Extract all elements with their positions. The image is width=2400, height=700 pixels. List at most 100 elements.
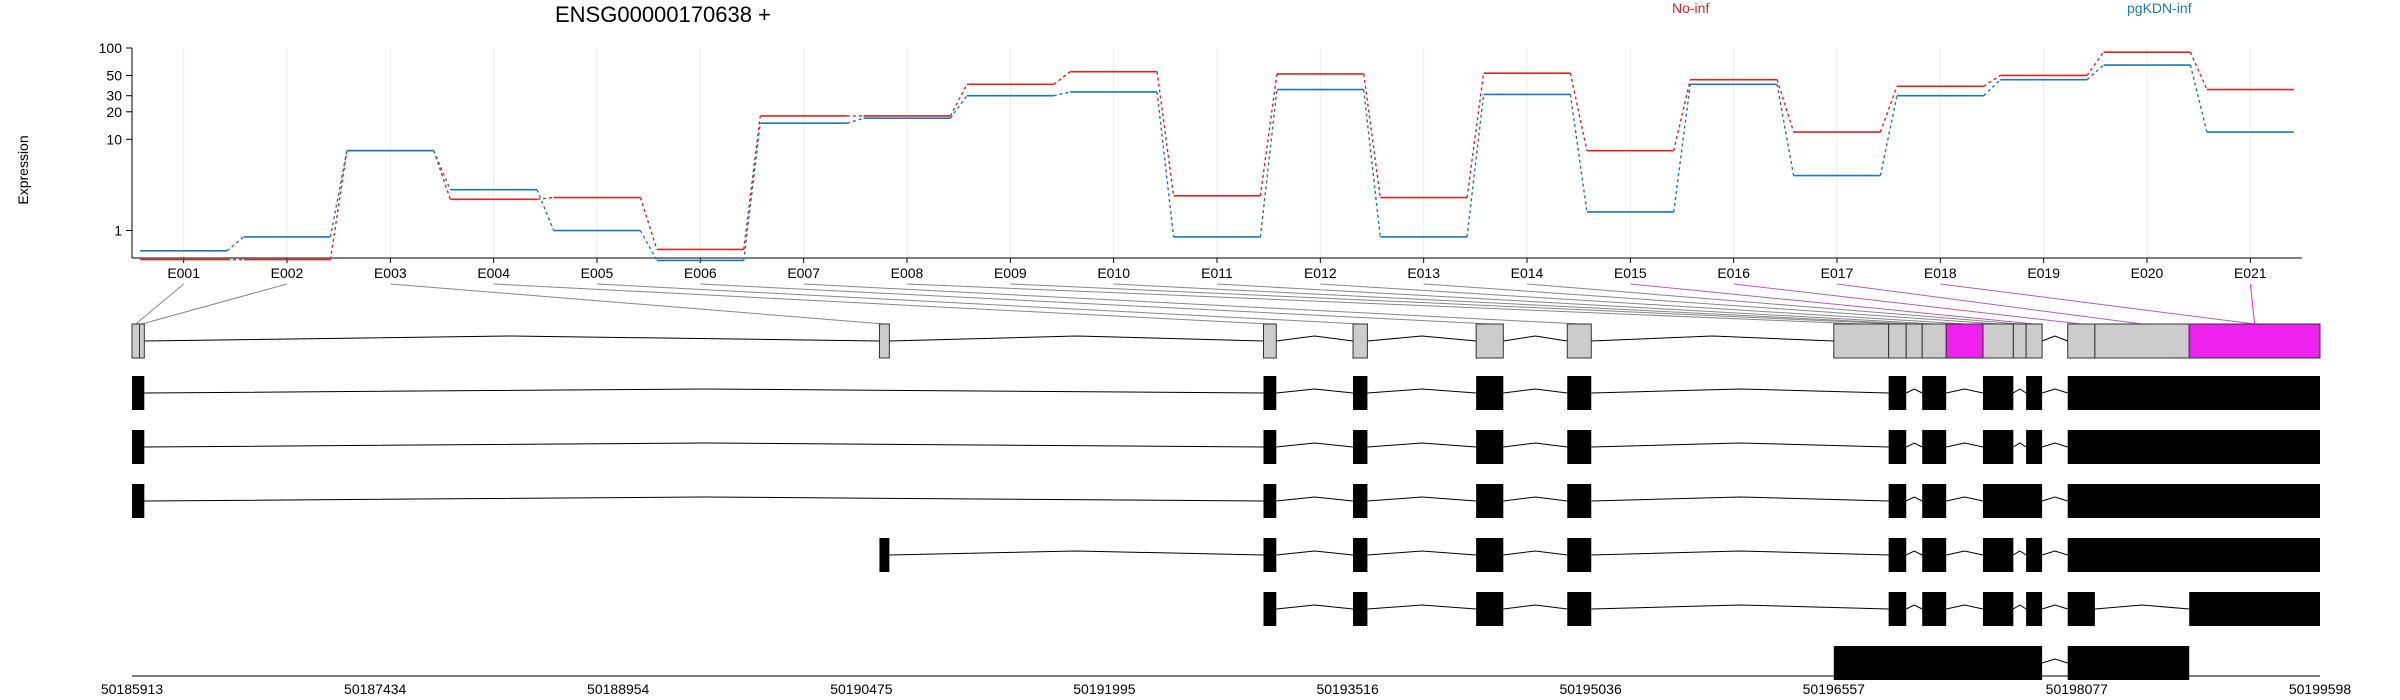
- transcript-intron: [1591, 496, 1889, 502]
- y-tick-label: 1: [114, 223, 122, 239]
- series-connector-1: [1983, 79, 2001, 97]
- transcript-exon: [2026, 538, 2043, 572]
- exon-segment: [139, 323, 145, 359]
- exon-segment: [2025, 323, 2043, 359]
- series-connector-1: [1053, 91, 1071, 97]
- series-connector-1: [329, 150, 348, 238]
- transcript-exon: [1567, 376, 1592, 410]
- x-tick-label: E015: [1614, 265, 1647, 281]
- exon-connector: [1526, 283, 2020, 325]
- transcript-intron: [1591, 388, 1889, 394]
- x-tick-label: E012: [1304, 265, 1337, 281]
- transcript-intron: [1367, 442, 1477, 448]
- transcript-exon: [2189, 592, 2320, 626]
- transcript-exon: [2067, 646, 2190, 680]
- genomic-tick-label: 50188954: [587, 681, 650, 697]
- transcript-exon: [1476, 592, 1504, 626]
- transcript-intron: [1905, 604, 1923, 610]
- series-connector-0: [2086, 51, 2105, 76]
- y-tick-label: 100: [99, 40, 123, 56]
- transcript-intron: [144, 442, 1264, 448]
- exon-connector: [596, 283, 1361, 325]
- transcript-exon: [1922, 376, 1947, 410]
- x-tick-label: E019: [2027, 265, 2060, 281]
- series-connector-0: [1363, 73, 1381, 198]
- transcript-intron: [2041, 658, 2068, 664]
- transcript-intron: [2013, 388, 2027, 394]
- exon-segment: [2067, 323, 2096, 359]
- x-tick-label: E017: [1821, 265, 1854, 281]
- transcript-exon: [2067, 484, 2320, 518]
- transcript-exon: [1567, 538, 1592, 572]
- x-tick-label: E006: [684, 265, 717, 281]
- series-connector-0: [949, 83, 968, 117]
- transcript-exon: [1353, 376, 1368, 410]
- series-connector-0: [743, 115, 761, 250]
- transcript-intron: [1946, 550, 1984, 556]
- series-connector-1: [536, 189, 555, 231]
- series-connector-1: [639, 230, 658, 261]
- transcript-intron: [1367, 388, 1477, 394]
- transcript-intron: [1503, 496, 1568, 502]
- transcript-intron: [144, 496, 1264, 502]
- exon-segment: [878, 323, 890, 359]
- transcript-exon: [1263, 538, 1277, 572]
- exon-connector: [493, 283, 1270, 325]
- transcript-exon: [1888, 430, 1907, 464]
- transcript-intron: [1905, 442, 1923, 448]
- series-connector-1: [1569, 94, 1588, 212]
- series-connector-0: [1569, 73, 1588, 151]
- exon-segment: [2012, 323, 2027, 359]
- transcript-exon: [1982, 430, 2014, 464]
- transcript-exon: [1982, 376, 2014, 410]
- transcript-intron: [1905, 550, 1923, 556]
- transcript-exon: [1888, 538, 1907, 572]
- x-tick-label: E009: [994, 265, 1027, 281]
- series-connector-1: [1776, 84, 1795, 176]
- exon-connector: [1630, 283, 2035, 325]
- x-tick-label: E004: [477, 265, 510, 281]
- x-tick-label: E014: [1511, 265, 1544, 281]
- exon-segment: [1888, 323, 1907, 359]
- transcript-intron: [1276, 496, 1354, 502]
- genomic-tick-label: 50195036: [1559, 681, 1622, 697]
- series-connector-1: [949, 95, 968, 119]
- transcript-intron: [1503, 388, 1568, 394]
- transcript-exon: [1888, 376, 1907, 410]
- transcript-intron: [2041, 550, 2068, 556]
- series-connector-1: [2189, 64, 2208, 133]
- transcript-intron: [1946, 604, 1984, 610]
- transcript-exon: [1476, 484, 1504, 518]
- transcript-intron: [1503, 442, 1568, 448]
- transcript-exon: [1476, 376, 1504, 410]
- intron-line: [1276, 335, 1354, 342]
- transcript-exon: [1982, 592, 2014, 626]
- legend-pgkdn-inf: pgKDN-inf: [2127, 0, 2192, 16]
- series-connector-0: [1776, 79, 1795, 133]
- transcript-exon: [1353, 430, 1368, 464]
- exon-connector: [1940, 283, 2255, 325]
- transcript-exon: [2067, 592, 2095, 626]
- exon-segment: [1945, 323, 1984, 359]
- x-tick-label: E018: [1924, 265, 1957, 281]
- exon-connector: [1216, 283, 1935, 325]
- exon-segment: [1833, 323, 1890, 359]
- transcript-exon: [1476, 538, 1504, 572]
- transcript-intron: [2013, 604, 2027, 610]
- intron-line: [144, 335, 880, 342]
- transcript-intron: [2041, 388, 2068, 394]
- exon-segment: [1262, 323, 1277, 359]
- transcript-intron: [1503, 550, 1568, 556]
- series-connector-1: [433, 150, 451, 190]
- transcript-intron: [1276, 550, 1354, 556]
- x-tick-label: E001: [167, 265, 200, 281]
- transcript-exon: [1567, 484, 1592, 518]
- exon-segment: [1982, 323, 2014, 359]
- series-connector-0: [1156, 71, 1175, 196]
- transcript-intron: [2094, 604, 2190, 610]
- transcript-exon: [1567, 430, 1592, 464]
- transcript-exon: [1922, 592, 1947, 626]
- transcript-intron: [1946, 388, 1984, 394]
- transcript-exon: [1922, 484, 1947, 518]
